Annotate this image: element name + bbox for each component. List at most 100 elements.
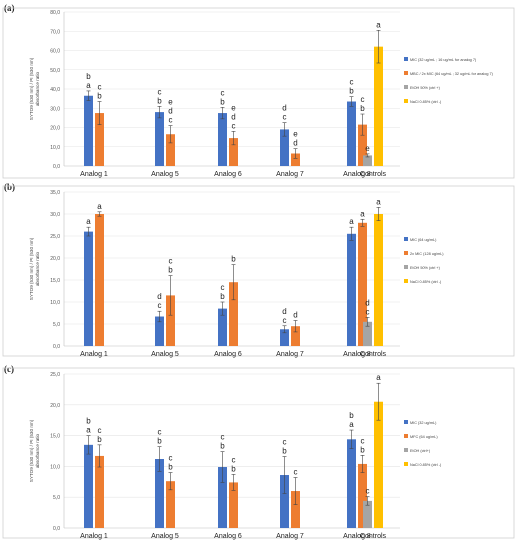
significance-letter: c xyxy=(169,116,173,125)
bar-series-1 xyxy=(84,444,93,528)
significance-letter: c xyxy=(283,113,287,122)
significance-letter: c xyxy=(361,95,365,104)
legend-entry: MFC (64 ug/mL) xyxy=(410,435,438,439)
significance-letter: b xyxy=(360,445,365,454)
x-category-label: Analog 8 xyxy=(343,533,371,540)
y-axis-label: absorbance ratio xyxy=(35,433,40,468)
significance-letter: b xyxy=(220,292,225,301)
significance-letter: b xyxy=(220,97,225,106)
significance-letter: d xyxy=(168,107,172,116)
x-category-label: Analog 7 xyxy=(276,171,304,178)
y-tick-label: 0,0 xyxy=(53,526,60,532)
significance-letter: c xyxy=(98,426,102,435)
significance-letter: d xyxy=(282,104,286,113)
bar-series-1 xyxy=(280,129,289,166)
significance-letter: b xyxy=(349,411,354,420)
y-tick-label: 30,0 xyxy=(50,212,60,218)
significance-letter: c xyxy=(158,301,162,310)
y-tick-label: 30,0 xyxy=(50,106,60,112)
significance-letter: c xyxy=(366,487,370,496)
bar-series-1 xyxy=(84,95,93,166)
y-tick-label: 10,0 xyxy=(50,464,60,470)
legend-swatch xyxy=(404,251,408,255)
x-category-label-controls: Controls xyxy=(360,351,387,358)
bar-series-2 xyxy=(95,455,104,528)
legend-swatch xyxy=(404,448,408,452)
bar-series-1 xyxy=(280,329,289,346)
significance-letter: d xyxy=(157,292,161,301)
bar-series-2 xyxy=(95,214,104,346)
significance-letter: d xyxy=(231,112,235,121)
legend-swatch xyxy=(404,71,408,75)
bar-series-2 xyxy=(358,463,367,528)
legend-swatch xyxy=(404,420,408,424)
bar-series-2 xyxy=(166,295,175,346)
chart-panel-3: 0,0 5,0 10,0 15,0 20,0 25,0 SYTO9 (530 nm) / P… xyxy=(2,367,515,540)
significance-letter: b xyxy=(168,266,173,275)
x-category-label: Analog 5 xyxy=(151,171,179,178)
x-category-label: Analog 5 xyxy=(151,351,179,358)
significance-letter: c xyxy=(221,88,225,97)
y-tick-label: 0,0 xyxy=(53,344,60,350)
bar-series-1 xyxy=(280,475,289,528)
legend-entry: 2x MIC (128 ug/mL) xyxy=(410,252,444,256)
significance-letter: a xyxy=(86,81,91,90)
y-axis-label: absorbance ratio xyxy=(35,251,40,286)
significance-letter: b xyxy=(231,464,236,473)
y-tick-label: 20,0 xyxy=(50,126,60,132)
x-category-label-controls: Controls xyxy=(360,171,387,178)
significance-letter: c xyxy=(221,283,225,292)
significance-letter: d xyxy=(293,310,297,319)
significance-letter: b xyxy=(86,417,91,426)
significance-letter: b xyxy=(86,72,91,81)
significance-letter: a xyxy=(349,420,354,429)
x-category-label-controls: Controls xyxy=(360,533,387,540)
bar-series-2 xyxy=(358,124,367,166)
significance-letter: a xyxy=(349,217,354,226)
bar-series-1 xyxy=(218,308,227,346)
panel-frame xyxy=(2,185,515,357)
legend-entry: EtOH (ctrl+) xyxy=(410,449,431,453)
y-tick-label: 80,0 xyxy=(50,10,60,16)
significance-letter: c xyxy=(158,87,162,96)
y-axis-label: absorbance ratio xyxy=(35,71,40,106)
significance-letter: c xyxy=(169,257,173,266)
bar-series-1 xyxy=(155,459,164,528)
significance-letter: a xyxy=(97,202,102,211)
significance-letter: c xyxy=(350,78,354,87)
significance-letter: b xyxy=(168,463,173,472)
significance-letter: b xyxy=(231,255,236,264)
x-category-label: Analog 5 xyxy=(151,533,179,540)
y-tick-label: 25,0 xyxy=(50,372,60,378)
legend-entry: EtOH 50% (ctrl +) xyxy=(410,86,441,90)
y-tick-label: 0,0 xyxy=(53,164,60,170)
y-axis-label: SYTO9 (530 nm) / PI (530 nm) xyxy=(29,57,34,120)
significance-letter: c xyxy=(366,307,370,316)
y-tick-label: 40,0 xyxy=(50,87,60,93)
significance-letter: b xyxy=(349,87,354,96)
x-category-label: Analog 7 xyxy=(276,351,304,358)
bar-series-1 xyxy=(155,316,164,346)
y-tick-label: 10,0 xyxy=(50,300,60,306)
bar-series-2 xyxy=(166,134,175,166)
legend-entry: MIC (32 ug/mL ; 16 ug/mL for analog 7) xyxy=(410,58,477,62)
significance-letter: d xyxy=(282,307,286,316)
significance-letter: c xyxy=(232,121,236,130)
panel-label-b: (b) xyxy=(4,182,15,192)
bar-series-2 xyxy=(229,282,238,346)
bar-series-2 xyxy=(229,138,238,166)
bar-series-1 xyxy=(155,112,164,166)
significance-letter: c xyxy=(283,438,287,447)
significance-letter: b xyxy=(360,104,365,113)
x-category-label: Analog 1 xyxy=(80,533,108,540)
bar-control-positive xyxy=(363,155,372,166)
significance-letter: b xyxy=(157,437,162,446)
bar-control-positive xyxy=(363,321,372,346)
bar-series-2 xyxy=(291,491,300,528)
bar-series-1 xyxy=(347,101,356,166)
x-category-label: Analog 1 xyxy=(80,351,108,358)
y-tick-label: 60,0 xyxy=(50,49,60,55)
significance-letter: b xyxy=(97,92,102,101)
legend-entry: EtOH 50% (ctrl +) xyxy=(410,266,441,270)
y-axis-label: SYTO9 (530 nm) / PI (530 nm) xyxy=(29,419,34,482)
